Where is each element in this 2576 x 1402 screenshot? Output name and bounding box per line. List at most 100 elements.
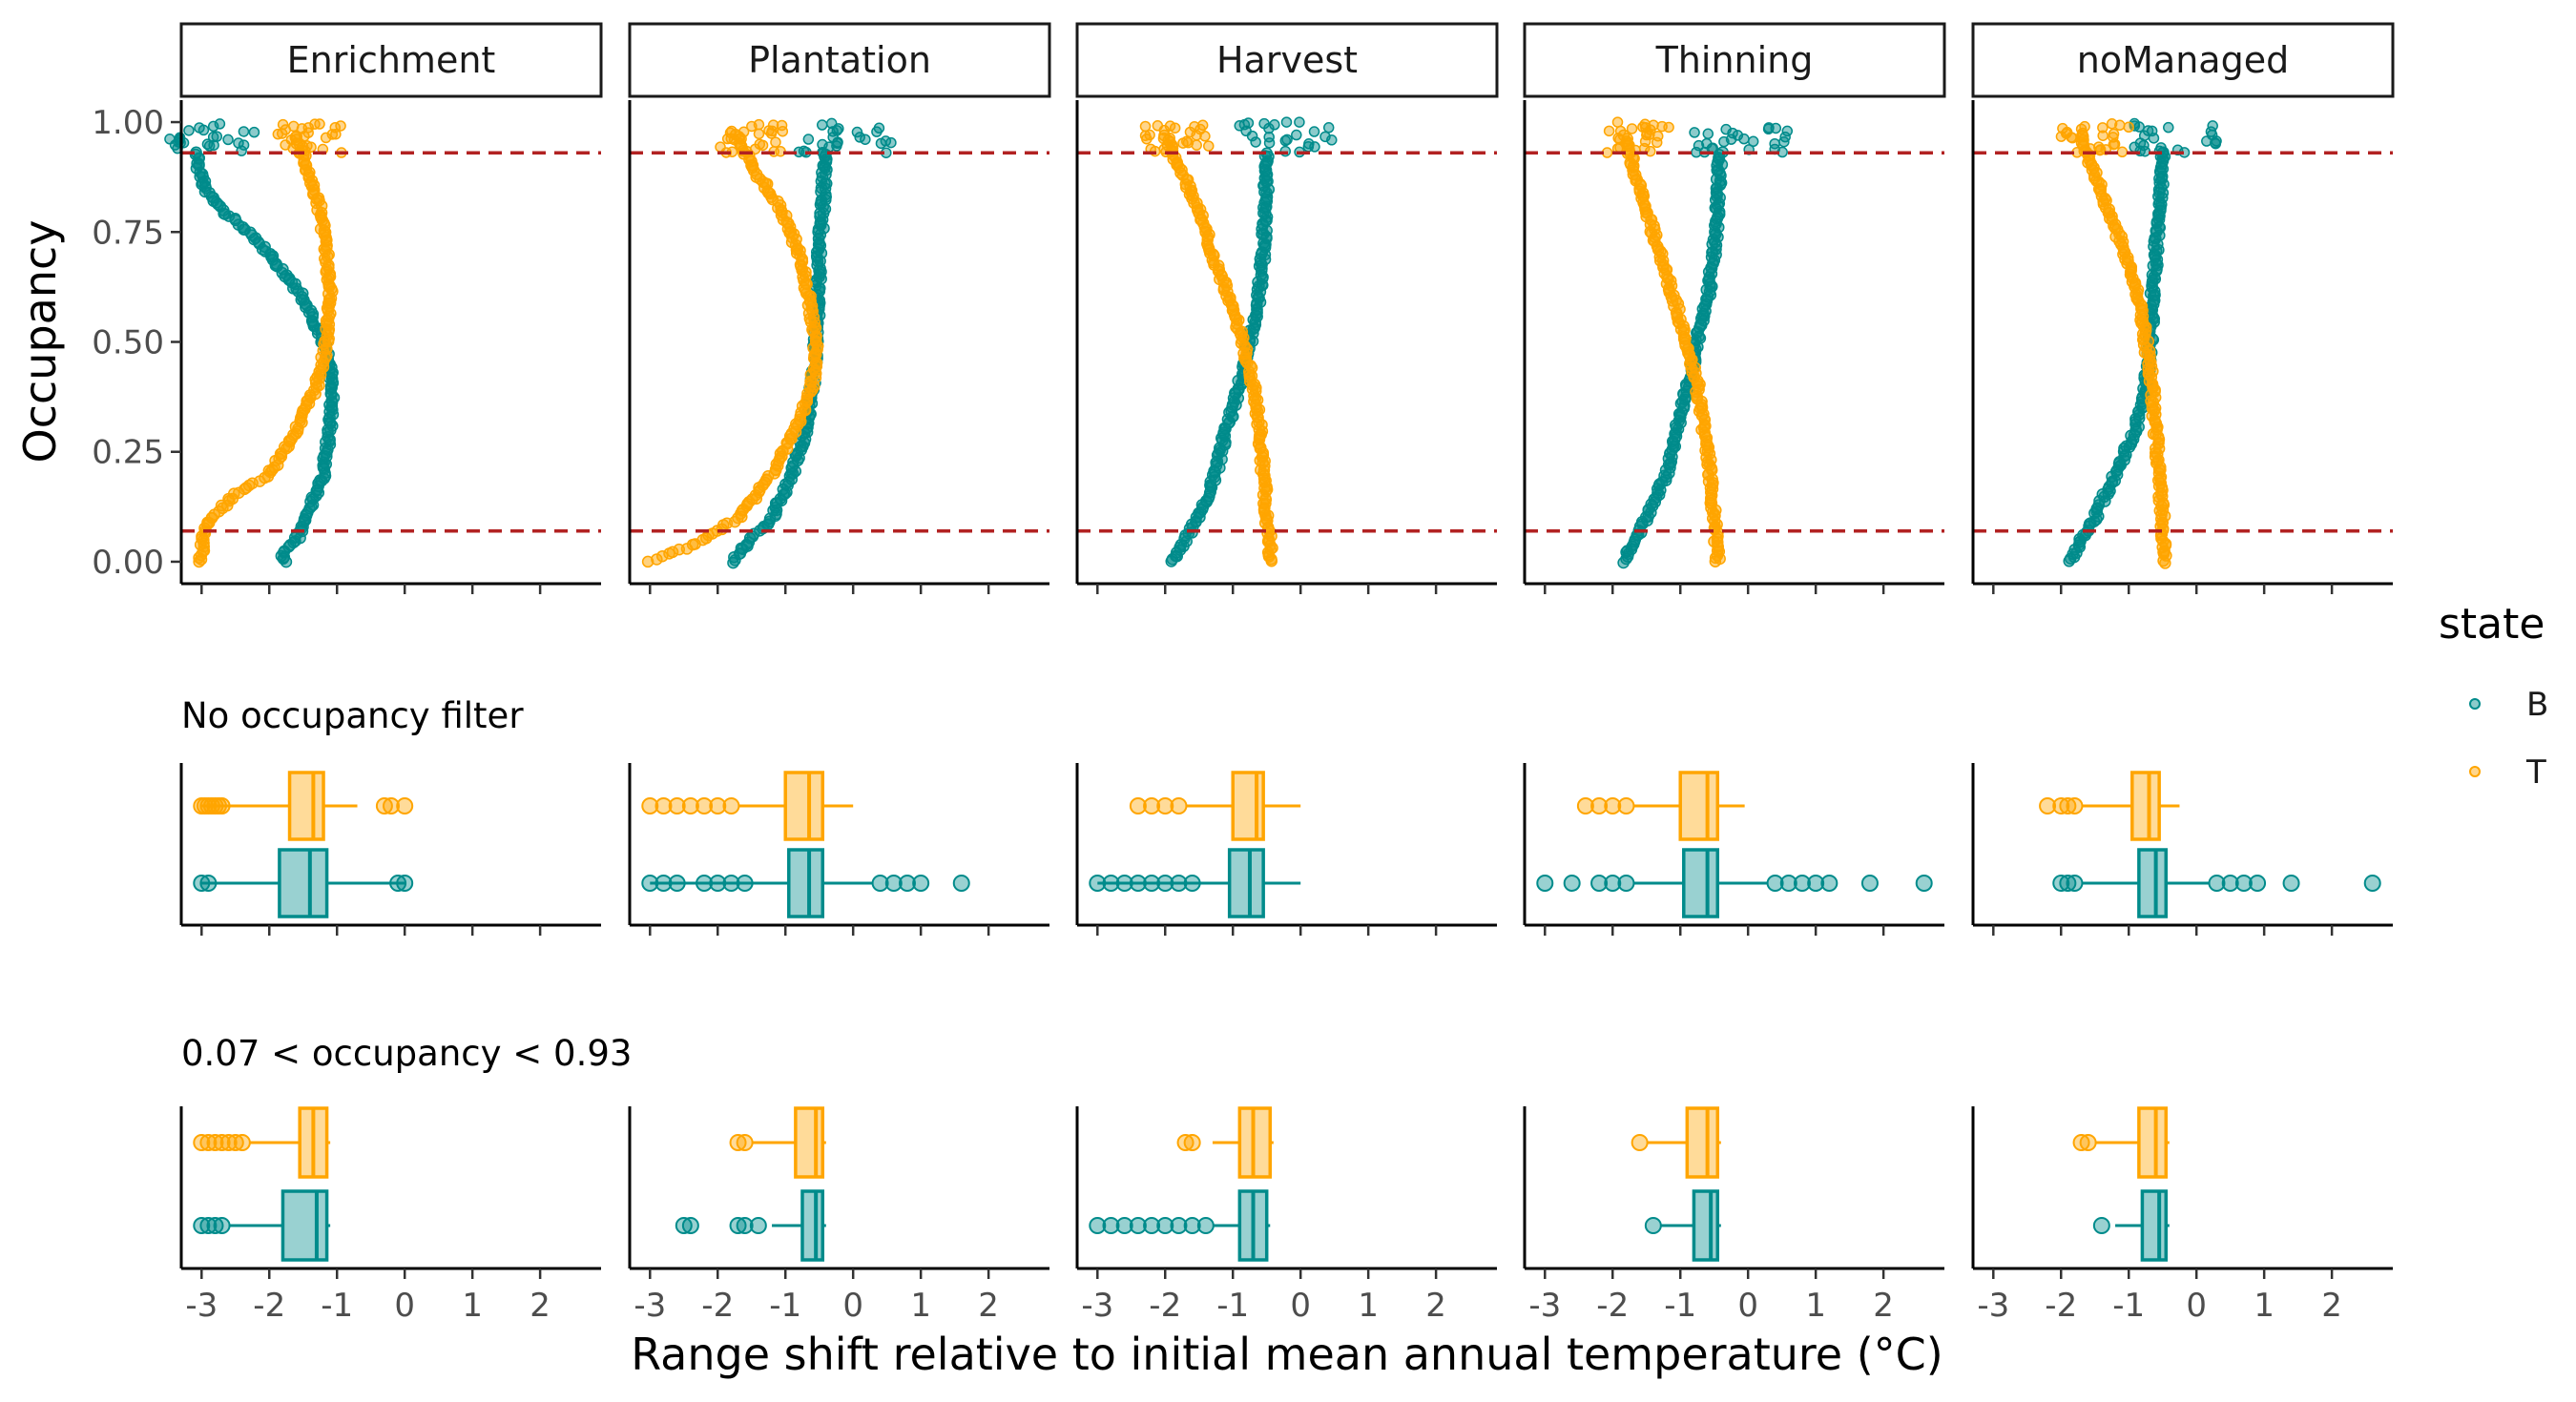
occupancy-point-b [1308,126,1320,137]
occupancy-point-t [1611,116,1624,128]
occupancy-point-b [1281,134,1293,146]
occupancy-point-b [207,120,219,133]
x-tick-label: 0 [842,1287,863,1325]
occupancy-point-t [2114,119,2126,132]
boxplot-outlier-b [1766,875,1784,892]
boxplot-outlier-b [722,875,740,892]
boxplot-outlier-b [2282,875,2300,892]
occupancy-point-t [1663,121,1674,134]
occupancy-point-b [816,119,828,131]
occupancy-point-t [320,132,332,144]
boxplot-outlier-b [871,875,889,892]
occupancy-point-b [1309,141,1320,153]
boxplot-outlier-t [1617,797,1635,814]
occupancy-point-b [214,118,226,130]
occupancy-point-t [1189,121,1200,133]
boxplot-outlier-b [1807,875,1825,892]
y-tick-label: 0.50 [92,324,164,362]
occupancy-point-b [2146,125,2158,137]
occupancy-point-b [201,138,214,150]
boxplot-outlier-b [654,875,673,892]
occupancy-point-t [2079,120,2090,133]
x-tick-label: -2 [2045,1287,2077,1325]
occupancy-point-b [851,126,863,138]
x-tick-label: -1 [769,1287,801,1325]
boxplot-outlier-b [884,875,903,892]
occupancy-point-t [301,140,313,152]
x-tick-label: -1 [1216,1287,1249,1325]
x-tick-label: 1 [910,1287,931,1325]
occupancy-point-b [1263,131,1275,143]
boxplot-box-b [1227,848,1265,918]
x-tick-label: -1 [1664,1287,1696,1325]
occupancy-point-t [1181,135,1193,148]
occupancy-point-b [1770,122,1782,134]
boxplot-outlier-b [1102,875,1120,892]
x-tick-label: 1 [462,1287,483,1325]
occupancy-point-b [207,131,219,143]
boxplot-outlier-b [1860,875,1879,892]
x-tick-label: -3 [634,1287,666,1325]
occupancy-point-b [233,137,244,149]
facet-strip-box [628,22,1051,98]
boxplot-outlier-b [1644,1217,1662,1234]
occupancy-point-t [1203,140,1215,152]
filtered-boxplot-panels [193,1106,2170,1262]
boxplot-outlier-t [1576,797,1594,814]
row-title-no-filter: No occupancy filter [181,695,524,736]
occupancy-point-t [1139,130,1152,141]
boxplot-outlier-t [681,797,699,814]
x-tick-label: 2 [530,1287,551,1325]
occupancy-point-t [287,120,300,133]
occupancy-point-b [875,137,887,150]
boxplot-outlier-b [736,875,754,892]
occupancy-point-b [1326,134,1338,146]
boxplot-outlier-b [1170,875,1188,892]
occupancy-point-b [222,134,234,146]
boxplot-box-b [278,848,329,918]
boxplot-outlier-b [1536,875,1554,892]
boxplot-outlier-t [233,1134,251,1151]
boxplot-outlier-t [1143,797,1161,814]
boxplot-outlier-b [1617,875,1635,892]
occupancy-point-b [873,122,885,134]
boxplot-outlier-b [1820,875,1839,892]
occupancy-point-t [749,143,761,155]
no-filter-boxplot-panels [193,771,2381,918]
occupancy-point-b [197,124,210,136]
boxplot-outlier-t [1170,797,1188,814]
boxplot-outlier-t [2039,797,2057,814]
occupancy-point-t [2123,121,2134,134]
boxplot-outlier-b [2363,875,2381,892]
boxplot-outlier-b [1604,875,1622,892]
boxplot-outlier-b [709,875,727,892]
boxplot-outlier-t [722,797,740,814]
facet-strip-label: Harvest [1216,39,1358,81]
boxplot-outlier-b [396,875,414,892]
x-tick-label: -2 [253,1287,285,1325]
x-tick-label: -2 [1596,1287,1629,1325]
occupancy-point-t [1648,119,1659,132]
boxplot-outlier-t [2066,797,2084,814]
occupancy-point-b [1778,135,1790,148]
occupancy-panels [164,116,2393,569]
occupancy-point-b [854,132,865,143]
occupancy-point-b [2155,142,2167,154]
boxplot-outlier-b [1915,875,1933,892]
legend: state B T [2439,600,2548,792]
x-tick-label: 2 [1873,1287,1894,1325]
boxplot-outlier-t [1590,797,1609,814]
facet-strips: Enrichment Plantation Harvest Thinning noMan… [179,22,2395,98]
boxplot-box-b [1692,1189,1720,1262]
x-tick-label: 2 [978,1287,999,1325]
occupancy-point-t [2097,122,2109,134]
occupancy-point-t [2116,146,2129,158]
y-tick-label: 1.00 [92,104,164,142]
x-tick-label: 0 [2186,1287,2207,1325]
occupancy-point-t [777,125,789,137]
facet-strip-label: Plantation [748,39,931,81]
y-axis-title: Occupancy [14,220,66,464]
boxplot-outlier-b [952,875,970,892]
occupancy-point-t [1139,120,1152,133]
facet-strip-box [1523,22,1946,98]
